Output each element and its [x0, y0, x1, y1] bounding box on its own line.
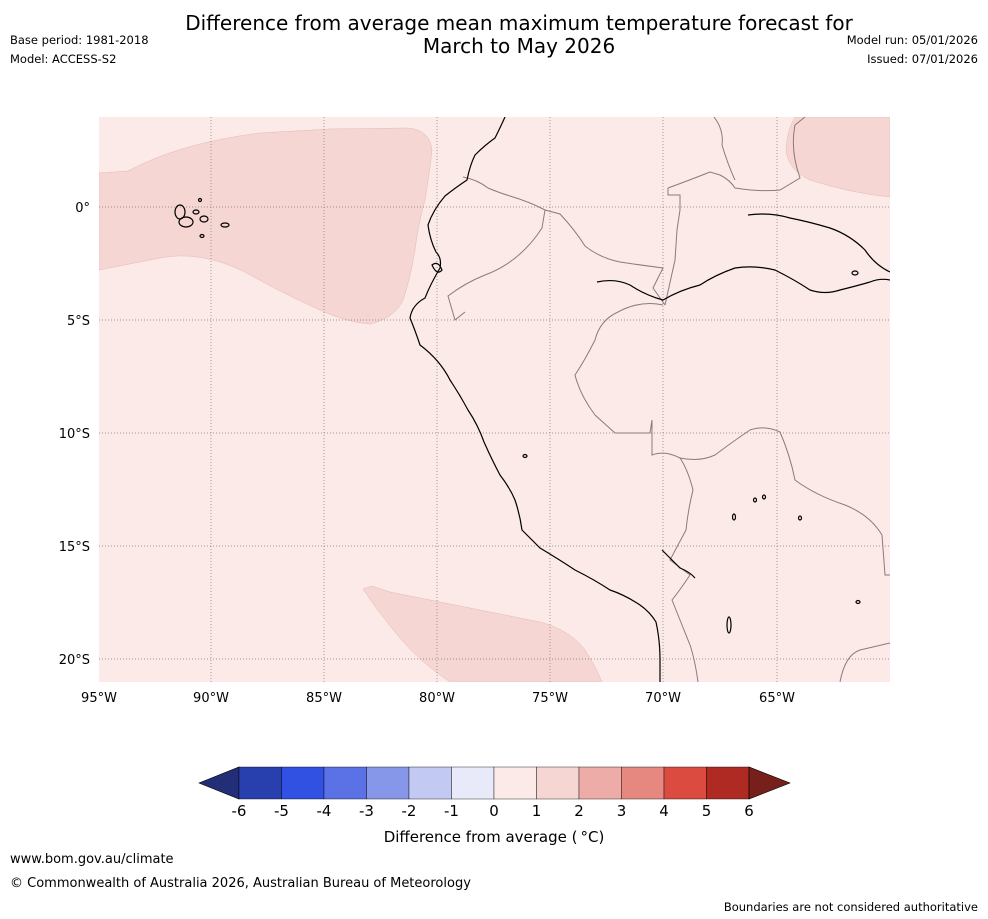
colorbar-bin: [366, 766, 410, 800]
latitude-label: 5°S: [67, 314, 90, 329]
colorbar-tick-label: 0: [489, 802, 499, 820]
boundary-disclaimer: Boundaries are not considered authoritat…: [723, 900, 978, 914]
copyright-notice: © Commonwealth of Australia 2026, Austra…: [10, 876, 471, 891]
graticule: [99, 117, 890, 682]
latitude-labels: 0° 5°S 10°S 15°S 20°S: [59, 201, 90, 668]
colorbar-bin: [621, 766, 665, 800]
colorbar-bin: [578, 766, 622, 800]
model-name: Model: ACCESS-S2: [10, 52, 117, 66]
anomaly-region-pacific-equatorial: [99, 127, 433, 325]
longitude-label: 65°W: [759, 691, 795, 706]
colorbar-tick-label: -3: [359, 802, 374, 820]
colorbar-tick-label: -5: [274, 802, 289, 820]
colorbar-tick-label: -1: [444, 802, 459, 820]
longitude-labels: 95°W 90°W 85°W 80°W 75°W 70°W 65°W: [81, 691, 795, 706]
colorbar-bin: [706, 766, 750, 800]
colorbar-tick-label: 6: [744, 802, 754, 820]
colorbar-tick-label: 2: [574, 802, 584, 820]
colorbar-bin: [281, 766, 325, 800]
longitude-label: 90°W: [193, 691, 229, 706]
colorbar-bin: [238, 766, 282, 800]
map-title: Difference from average mean maximum tem…: [0, 12, 988, 58]
colorbar-tick-label: -6: [232, 802, 247, 820]
anomaly-region-northeast: [785, 117, 890, 198]
colorbar-tick-label: 1: [532, 802, 542, 820]
longitude-label: 75°W: [532, 691, 568, 706]
coastlines: [174, 117, 890, 682]
colorbar-bin: [493, 766, 537, 800]
colorbar-tick-label: 5: [702, 802, 712, 820]
colorbar-tick-label: -4: [317, 802, 332, 820]
latitude-label: 20°S: [59, 653, 90, 668]
colorbar-tick-label: 3: [617, 802, 627, 820]
colorbar-extend-low: [198, 766, 240, 800]
latitude-label: 10°S: [59, 427, 90, 442]
anomaly-region-southeast-pacific: [362, 585, 603, 682]
colorbar-bin: [451, 766, 495, 800]
latitude-label: 0°: [75, 201, 90, 216]
longitude-label: 85°W: [306, 691, 342, 706]
colorbar-extend-high: [748, 766, 791, 800]
colorbar-bin: [323, 766, 367, 800]
title-line-1: Difference from average mean maximum tem…: [185, 11, 853, 35]
colorbar-bin: [408, 766, 452, 800]
colorbar-label: Difference from average ( °C): [383, 828, 605, 846]
website-link[interactable]: www.bom.gov.au/climate: [10, 852, 174, 867]
colorbar-tick-label: 4: [659, 802, 669, 820]
colorbar-bin: [536, 766, 580, 800]
country-borders: [447, 117, 890, 682]
colorbar: -6 -5 -4 -3 -2 -1 0 1 2 3 4 5 6: [198, 766, 791, 820]
base-period: Base period: 1981-2018: [10, 33, 149, 47]
latitude-label: 15°S: [59, 540, 90, 555]
colorbar-tick-label: -2: [402, 802, 417, 820]
model-run-date: Model run: 05/01/2026: [846, 33, 978, 47]
longitude-label: 70°W: [645, 691, 681, 706]
longitude-label: 95°W: [81, 691, 117, 706]
longitude-label: 80°W: [419, 691, 455, 706]
issued-date: Issued: 07/01/2026: [867, 52, 978, 66]
title-line-2: March to May 2026: [422, 34, 616, 58]
colorbar-bin: [663, 766, 707, 800]
